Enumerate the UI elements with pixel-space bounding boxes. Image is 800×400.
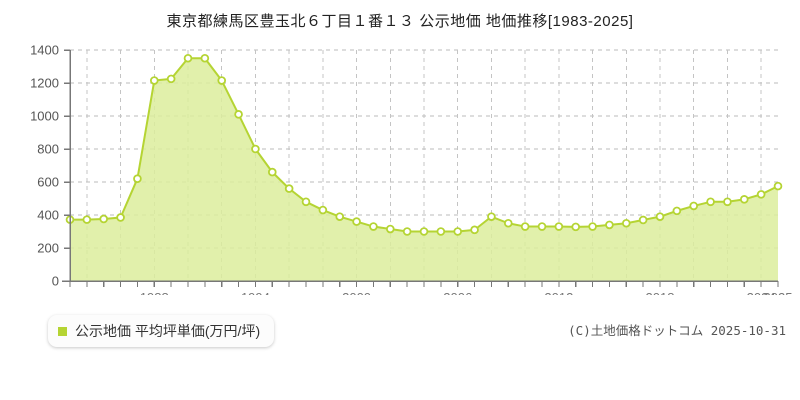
area-chart-svg: 0 200 400 600 800 1000 1200 1400 1988 1994 2000 20… (30, 43, 793, 296)
legend-swatch-icon (58, 326, 67, 336)
y-tick-label: 1400 (30, 43, 59, 58)
series-area-fill (70, 58, 778, 281)
y-tick-label: 200 (37, 241, 59, 256)
y-tick-label: 0 (52, 274, 59, 289)
x-tick-label: 2024 (747, 290, 776, 295)
credit-text: (C)土地価格ドットコム 2025-10-31 (568, 323, 786, 338)
plot-area: 0 200 400 600 800 1000 1200 1400 1988 1994 2000 20… (0, 40, 800, 296)
y-tick-label: 400 (37, 208, 59, 223)
x-tick-label: 1988 (140, 290, 169, 295)
series-markers (65, 53, 783, 236)
chart-title: 東京都練馬区豊玉北６丁目１番１３ 公示地価 地価推移[1983-2025] (166, 13, 634, 30)
y-tick-label: 1200 (30, 76, 59, 91)
legend-label: 公示地価 平均坪単価(万円/坪) (75, 323, 261, 339)
y-tick-label: 800 (37, 142, 59, 157)
chart-legend[interactable]: 公示地価 平均坪単価(万円/坪) (48, 315, 275, 347)
y-axis-tick-labels: 0 200 400 600 800 1000 1200 1400 (30, 43, 59, 289)
x-tick-label: 2018 (646, 290, 675, 295)
y-tick-label: 600 (37, 175, 59, 190)
x-tick-label: 2000 (342, 290, 371, 295)
x-tick-label: 2006 (443, 290, 472, 295)
x-tick-label: 2012 (544, 290, 573, 295)
y-tick-label: 1000 (30, 109, 59, 124)
axes (62, 49, 779, 287)
x-axis-tick-labels: 1988 1994 2000 2006 2012 2018 20242025 (140, 290, 793, 295)
x-tick-label: 1994 (241, 290, 270, 295)
x-tick-label: 2025 (764, 290, 793, 295)
